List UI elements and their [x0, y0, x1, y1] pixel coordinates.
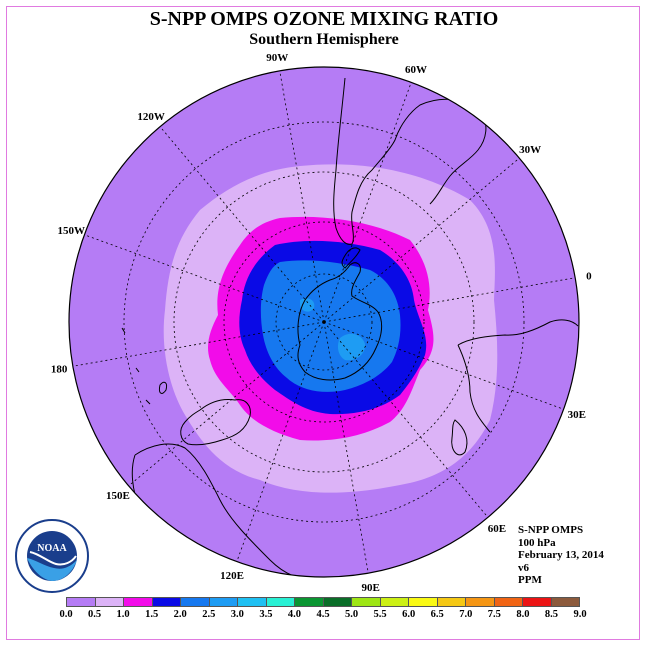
- info-units: PPM: [518, 574, 542, 586]
- map-subtitle: Southern Hemisphere: [249, 31, 399, 48]
- map-title: S-NPP OMPS OZONE MIXING RATIO: [149, 8, 499, 30]
- figure-frame: [6, 6, 640, 640]
- longitude-label: 60W: [405, 64, 427, 76]
- longitude-label: 0: [586, 270, 592, 282]
- colorbar-segment: [181, 598, 210, 606]
- colorbar-segment: [437, 598, 466, 606]
- colorbar-segment: [95, 598, 124, 606]
- colorbar-ticks: 0.0 0.5 1.0 1.5 2.0 2.5 3.0 3.5 4.0 4.5 5.0 5.5 6.0 6…: [59, 609, 586, 623]
- latitude-circle: [275, 273, 373, 371]
- colorbar-segment: [523, 598, 552, 606]
- longitude-label: 180: [51, 364, 68, 376]
- colorbar-tick-label: 7.5: [487, 609, 501, 620]
- colorbar-tick-label: 1.0: [116, 609, 130, 620]
- colorbar-segment: [152, 598, 181, 606]
- colorbar-segment: [409, 598, 438, 606]
- colorbar-tick-label: 4.0: [287, 609, 301, 620]
- colorbar-tick-label: 1.5: [145, 609, 159, 620]
- colorbar-segment: [209, 598, 238, 606]
- colorbar-tick-label: 0.0: [59, 609, 73, 620]
- colorbar-tick-label: 9.0: [573, 609, 587, 620]
- longitude-label: 150E: [106, 490, 130, 502]
- longitude-label: 30E: [568, 409, 586, 421]
- colorbar-tick-label: 6.5: [430, 609, 444, 620]
- colorbar-segment: [238, 598, 267, 606]
- longitude-label: 120W: [137, 111, 165, 123]
- info-version: v6: [518, 561, 529, 574]
- colorbar-segment: [466, 598, 495, 606]
- longitude-label: 90E: [362, 582, 380, 594]
- colorbar-tick-label: 2.0: [173, 609, 187, 620]
- colorbar-segment: [494, 598, 523, 606]
- colorbar-tick-label: 8.0: [516, 609, 530, 620]
- graticule: [72, 70, 576, 574]
- latitude-circle: [223, 221, 425, 423]
- colorbar-segment: [352, 598, 381, 606]
- plot-info: S-NPP OMPS 100 hPa February 13, 2014 v6 …: [518, 524, 604, 587]
- colorbar-segment: [67, 598, 96, 606]
- colorbar-tick-label: 7.0: [459, 609, 473, 620]
- globe-outline: [68, 66, 580, 578]
- colorbar-segment: [295, 598, 324, 606]
- colorbar: [66, 597, 580, 607]
- colorbar-tick-label: 2.5: [202, 609, 216, 620]
- ozone-level-2.0-2.5: [260, 260, 401, 392]
- colorbar-tick-label: 0.5: [87, 609, 102, 620]
- info-instrument: S-NPP OMPS: [518, 524, 584, 536]
- colorbar-tick-label: 3.0: [230, 609, 244, 620]
- colorbar-segment: [551, 598, 579, 606]
- colorbar-tick-label: 5.0: [344, 609, 359, 620]
- info-pressure-level: 100 hPa: [518, 536, 556, 549]
- colorbar-segment: [323, 598, 352, 606]
- longitude-label: 30W: [519, 144, 541, 156]
- longitude-label: 150W: [57, 225, 85, 237]
- latitude-circle: [123, 121, 525, 523]
- longitude-label: 90W: [266, 52, 288, 64]
- colorbar-tick-label: 8.5: [544, 609, 558, 620]
- longitude-label: 120E: [220, 570, 244, 582]
- info-date: February 13, 2014: [518, 549, 604, 561]
- longitude-label: 60E: [488, 523, 506, 535]
- ozone-level-2.5-3.0: [337, 333, 366, 361]
- colorbar-tick-label: 4.5: [316, 609, 330, 620]
- colorbar-tick-label: 3.5: [259, 609, 273, 620]
- colorbar-segment: [380, 598, 409, 606]
- latitude-circle: [173, 171, 475, 473]
- colorbar-segment: [266, 598, 295, 606]
- colorbar-segment: [124, 598, 153, 606]
- longitude-labels: 90W 60W 30W 0 30E 60E 90E 120E 150E 180 150W 120W: [51, 52, 592, 594]
- noaa-logo-text: NOAA: [37, 543, 67, 554]
- colorbar-tick-label: 5.5: [373, 609, 387, 620]
- colorbar-tick-label: 6.0: [402, 609, 416, 620]
- noaa-logo: NOAA: [15, 519, 89, 593]
